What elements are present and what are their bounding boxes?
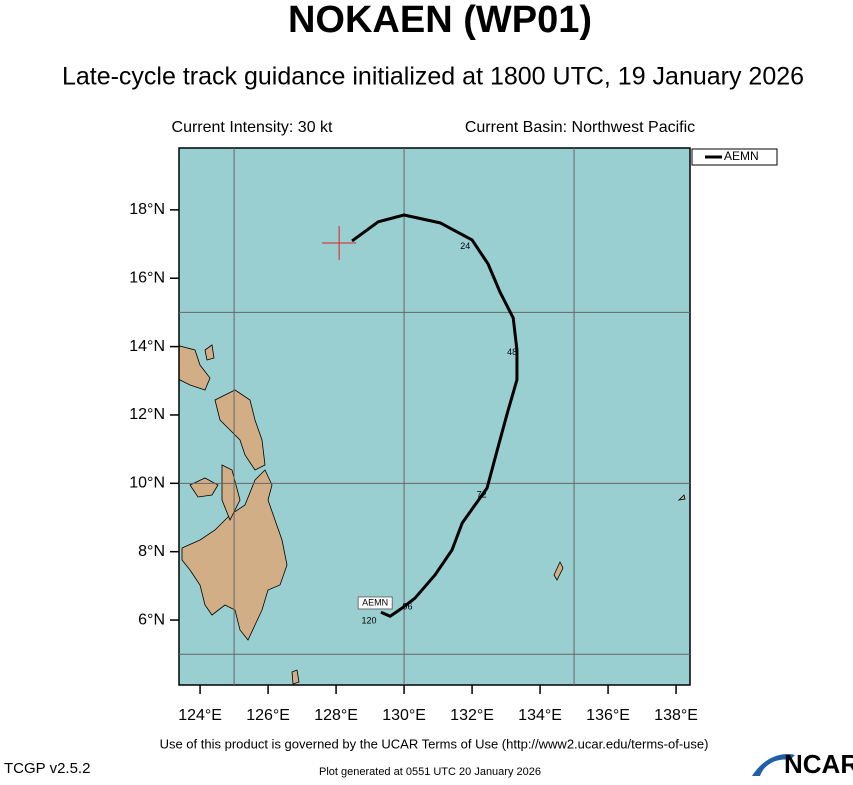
end-label-box xyxy=(357,596,393,610)
x-tick-label: 132°E xyxy=(450,707,494,724)
y-tick-label: 6°N xyxy=(138,611,165,628)
y-tick-label: 10°N xyxy=(129,475,165,492)
hour-label: 24 xyxy=(460,241,470,251)
logo: NCAR xyxy=(784,749,853,779)
intensity: Current Intensity: 30 kt xyxy=(172,119,334,136)
x-tick-label: 136°E xyxy=(586,707,630,724)
y-tick-label: 16°N xyxy=(129,269,165,286)
x-tick-label: 130°E xyxy=(382,707,426,724)
end-label: AEMN xyxy=(362,597,388,607)
hour-label: 48 xyxy=(507,347,517,357)
logo-mark xyxy=(752,754,795,776)
version: TCGP v2.5.2 xyxy=(4,760,90,777)
hour-label: 96 xyxy=(402,601,412,611)
x-tick-label: 138°E xyxy=(654,707,698,724)
x-tick-label: 124°E xyxy=(178,707,222,724)
terms: Use of this product is governed by the U… xyxy=(160,736,709,751)
map-frame xyxy=(178,147,691,686)
legend-box xyxy=(691,148,778,166)
y-tick-label: 18°N xyxy=(129,201,165,218)
x-tick-label: 126°E xyxy=(246,707,290,724)
hour-label: 120 xyxy=(362,615,377,625)
hour-label: 72 xyxy=(477,489,487,499)
title: NOKAEN (WP01) xyxy=(288,0,592,41)
track-line xyxy=(351,213,519,618)
x-tick-label: 134°E xyxy=(518,707,562,724)
subtitle: Late-cycle track guidance initialized at… xyxy=(62,63,804,91)
generated: Plot generated at 0551 UTC 20 January 20… xyxy=(319,766,541,778)
y-tick-label: 14°N xyxy=(129,338,165,355)
y-tick-label: 8°N xyxy=(138,543,165,560)
legend-label: AEMN xyxy=(724,149,759,163)
basin: Current Basin: Northwest Pacific xyxy=(465,119,695,136)
x-tick-label: 128°E xyxy=(314,707,358,724)
y-tick-label: 12°N xyxy=(129,406,165,423)
